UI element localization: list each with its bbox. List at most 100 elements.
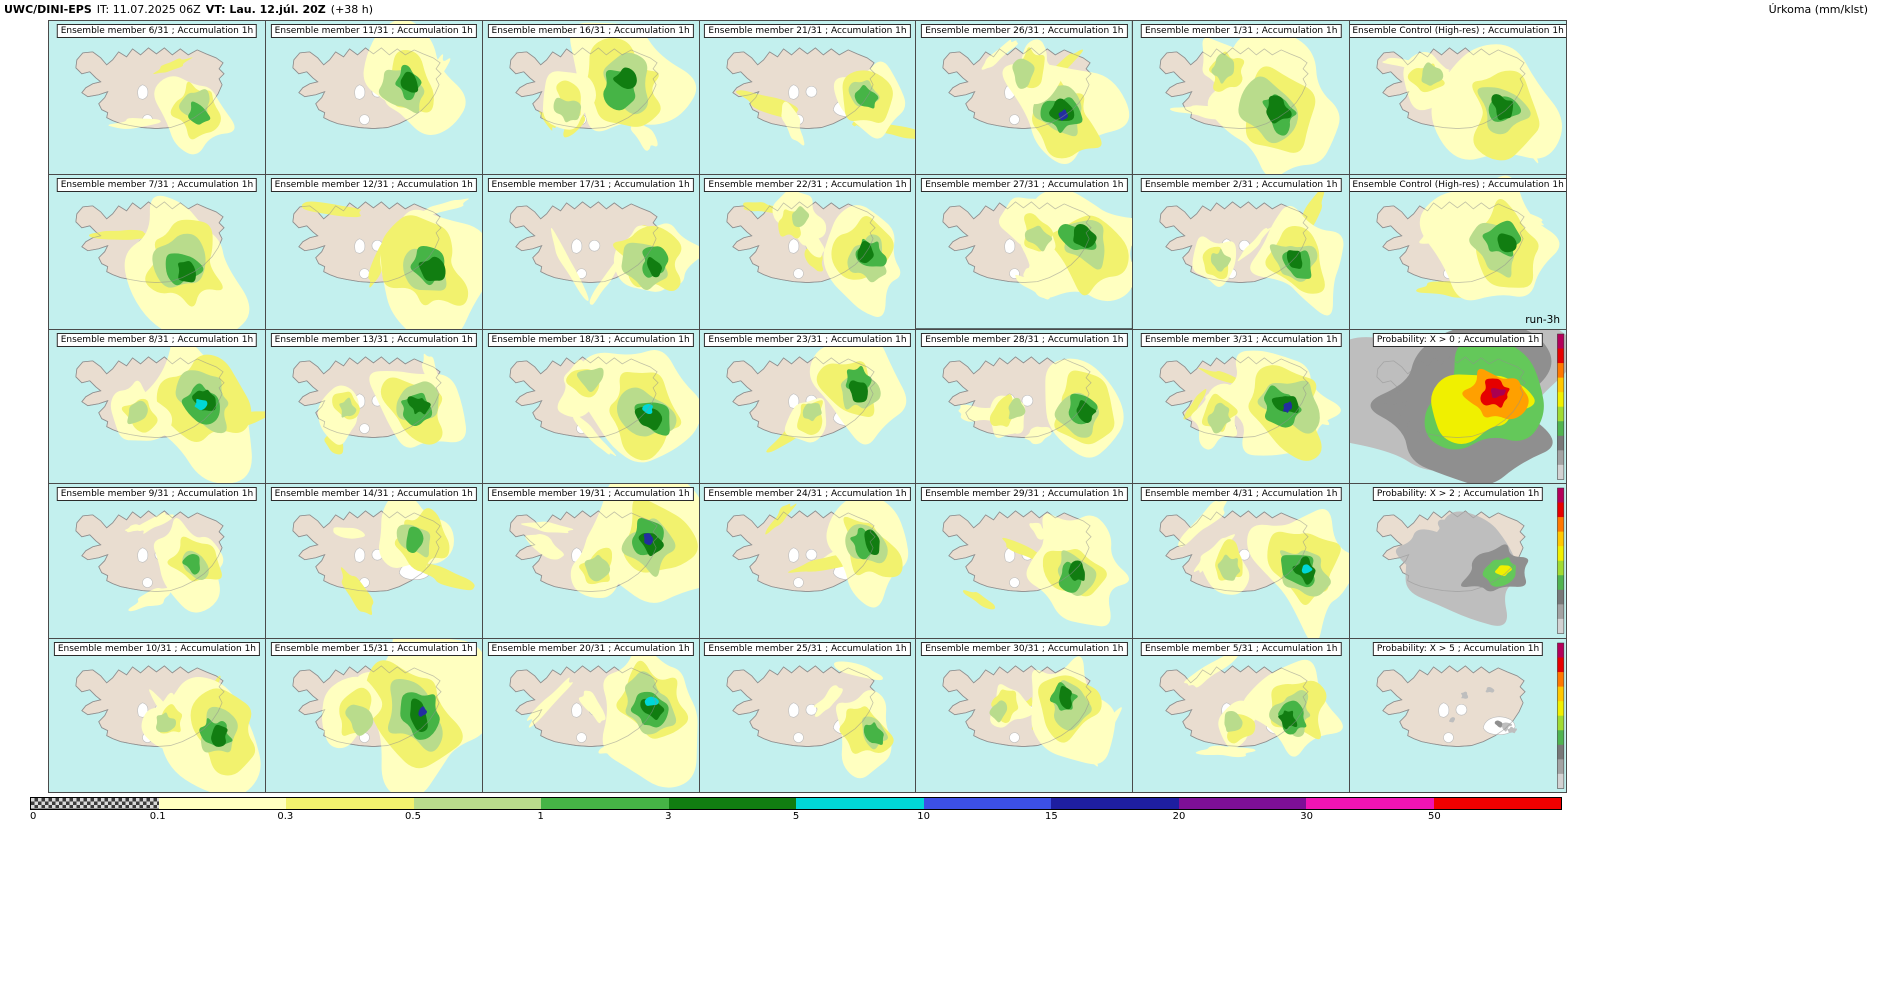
panel-title: Ensemble member 24/31 ; Accumulation 1h — [704, 487, 911, 502]
panel-title: Ensemble member 17/31 ; Accumulation 1h — [487, 178, 694, 193]
ensemble-map-panel[interactable]: Ensemble member 13/31 ; Accumulation 1h — [265, 329, 482, 484]
iceland-map — [1133, 638, 1350, 792]
iceland-map — [699, 484, 916, 638]
panel-title: Ensemble member 22/31 ; Accumulation 1h — [704, 178, 911, 193]
iceland-map — [265, 329, 482, 484]
iceland-map — [699, 21, 916, 175]
iceland-map — [482, 484, 699, 638]
ensemble-map-panel[interactable]: Ensemble member 19/31 ; Accumulation 1h — [482, 484, 699, 638]
legend-segment — [31, 798, 159, 809]
legend-tick: 15 — [1044, 811, 1058, 822]
panel-title: Ensemble member 25/31 ; Accumulation 1h — [704, 641, 911, 656]
iceland-map — [699, 329, 916, 484]
ensemble-map-panel[interactable]: Ensemble member 17/31 ; Accumulation 1h — [482, 175, 699, 329]
panel-title: Ensemble member 14/31 ; Accumulation 1h — [270, 487, 477, 502]
control-map-panel[interactable]: Ensemble Control (High-res) ; Accumulati… — [1350, 21, 1566, 175]
ensemble-map-panel[interactable]: Ensemble member 7/31 ; Accumulation 1h — [49, 175, 265, 329]
legend-tick: 0 — [30, 811, 37, 822]
legend-tick: 30 — [1300, 811, 1314, 822]
probability-panel[interactable]: Probability: X > 0 ; Accumulation 1h — [1350, 329, 1566, 484]
panel-title: Ensemble member 12/31 ; Accumulation 1h — [270, 178, 477, 193]
ensemble-map-panel[interactable]: Ensemble member 28/31 ; Accumulation 1h — [916, 329, 1133, 484]
ensemble-map-panel[interactable]: Ensemble member 14/31 ; Accumulation 1h — [265, 484, 482, 638]
ensemble-map-panel[interactable]: Ensemble member 21/31 ; Accumulation 1h — [699, 21, 916, 175]
iceland-map — [1133, 21, 1350, 175]
iceland-map — [916, 638, 1133, 792]
ensemble-map-panel[interactable]: Ensemble member 11/31 ; Accumulation 1h — [265, 21, 482, 175]
panel-grid: Ensemble member 6/31 ; Accumulation 1h E… — [48, 20, 1567, 793]
ensemble-map-panel[interactable]: Ensemble member 9/31 ; Accumulation 1h — [49, 484, 265, 638]
legend-tick: 0.1 — [149, 811, 166, 822]
ensemble-map-panel[interactable]: Ensemble member 18/31 ; Accumulation 1h — [482, 329, 699, 484]
iceland-map — [49, 484, 265, 638]
valid-time: VT: Lau. 12.júl. 20Z — [205, 3, 326, 16]
iceland-map — [916, 175, 1133, 329]
legend-segment — [541, 798, 669, 809]
probability-panel[interactable]: Probability: X > 5 ; Accumulation 1h — [1350, 638, 1566, 792]
legend-segment — [1178, 798, 1306, 809]
panel-title: Ensemble member 20/31 ; Accumulation 1h — [487, 641, 694, 656]
header-info: UWC/DINI-EPS IT: 11.07.2025 06Z VT: Lau. 1… — [4, 3, 378, 16]
legend-segment — [286, 798, 414, 809]
probability-panel[interactable]: Probability: X > 2 ; Accumulation 1h — [1350, 484, 1566, 638]
panel-title: Ensemble member 15/31 ; Accumulation 1h — [270, 641, 477, 656]
iceland-map — [1133, 329, 1350, 484]
iceland-map — [49, 638, 265, 792]
iceland-map — [1350, 484, 1566, 638]
panel-title: Ensemble member 29/31 ; Accumulation 1h — [921, 487, 1128, 502]
legend-tick: 1 — [537, 811, 544, 822]
ensemble-map-panel[interactable]: Ensemble member 8/31 ; Accumulation 1h — [49, 329, 265, 484]
panel-title: Ensemble member 23/31 ; Accumulation 1h — [704, 332, 911, 347]
iceland-map — [482, 175, 699, 329]
init-time: IT: 11.07.2025 06Z — [96, 3, 201, 16]
ensemble-map-panel[interactable]: Ensemble member 2/31 ; Accumulation 1h — [1133, 175, 1350, 329]
legend-tick: 0.3 — [277, 811, 294, 822]
ensemble-map-panel[interactable]: Ensemble member 15/31 ; Accumulation 1h — [265, 638, 482, 792]
ensemble-map-panel[interactable]: Ensemble member 29/31 ; Accumulation 1h — [916, 484, 1133, 638]
panel-title: Ensemble member 13/31 ; Accumulation 1h — [270, 332, 477, 347]
corner-label: run-3h — [1525, 313, 1560, 326]
ensemble-map-panel[interactable]: Ensemble member 20/31 ; Accumulation 1h — [482, 638, 699, 792]
legend-segment — [413, 798, 541, 809]
ensemble-map-panel[interactable]: Ensemble member 6/31 ; Accumulation 1h — [49, 21, 265, 175]
ensemble-map-panel[interactable]: Ensemble member 5/31 ; Accumulation 1h — [1133, 638, 1350, 792]
panel-title: Ensemble member 10/31 ; Accumulation 1h — [53, 641, 261, 656]
ensemble-map-panel[interactable]: Ensemble member 16/31 ; Accumulation 1h — [482, 21, 699, 175]
iceland-map — [265, 484, 482, 638]
iceland-map — [1350, 175, 1566, 329]
panel-title: Ensemble member 5/31 ; Accumulation 1h — [1140, 641, 1342, 656]
ensemble-map-panel[interactable]: Ensemble member 1/31 ; Accumulation 1h — [1133, 21, 1350, 175]
panel-title: Ensemble member 18/31 ; Accumulation 1h — [487, 332, 694, 347]
ensemble-map-panel[interactable]: Ensemble member 3/31 ; Accumulation 1h — [1133, 329, 1350, 484]
panel-title: Ensemble Control (High-res) ; Accumulati… — [1350, 178, 1566, 193]
panel-title: Ensemble member 21/31 ; Accumulation 1h — [704, 24, 911, 38]
control-map-panel[interactable]: Ensemble Control (High-res) ; Accumulati… — [1350, 175, 1566, 329]
ensemble-map-panel[interactable]: Ensemble member 26/31 ; Accumulation 1h — [916, 21, 1133, 175]
ensemble-map-panel[interactable]: Ensemble member 4/31 ; Accumulation 1h — [1133, 484, 1350, 638]
ensemble-map-panel[interactable]: Ensemble member 10/31 ; Accumulation 1h — [49, 638, 265, 792]
legend-tick: 20 — [1172, 811, 1186, 822]
panel-title: Probability: X > 5 ; Accumulation 1h — [1372, 641, 1544, 656]
ensemble-map-panel[interactable]: Ensemble member 25/31 ; Accumulation 1h — [699, 638, 916, 792]
ensemble-map-panel[interactable]: Ensemble member 24/31 ; Accumulation 1h — [699, 484, 916, 638]
ensemble-map-panel[interactable]: Ensemble member 22/31 ; Accumulation 1h — [699, 175, 916, 329]
panel-title: Ensemble member 7/31 ; Accumulation 1h — [56, 178, 258, 193]
legend-tick: 3 — [665, 811, 672, 822]
legend-segment — [1433, 798, 1561, 809]
panel-title: Probability: X > 0 ; Accumulation 1h — [1372, 332, 1544, 347]
lead-time: (+38 h) — [330, 3, 374, 16]
ensemble-map-panel[interactable]: Ensemble member 27/31 ; Accumulation 1h — [916, 175, 1133, 329]
iceland-map — [916, 484, 1133, 638]
ensemble-map-panel[interactable]: Ensemble member 30/31 ; Accumulation 1h — [916, 638, 1133, 792]
panel-title: Ensemble member 19/31 ; Accumulation 1h — [487, 487, 694, 502]
iceland-map — [265, 638, 482, 792]
iceland-map — [1350, 329, 1566, 484]
iceland-map — [1350, 21, 1566, 175]
ensemble-map-panel[interactable]: Ensemble member 23/31 ; Accumulation 1h — [699, 329, 916, 484]
panel-title: Ensemble member 16/31 ; Accumulation 1h — [487, 24, 694, 38]
colorbar-legend: 0 0.1 0.3 0.5 1 3 5 10 15 20 30 50 — [30, 797, 1562, 825]
panel-title: Ensemble member 30/31 ; Accumulation 1h — [921, 641, 1128, 656]
ensemble-map-panel[interactable]: Ensemble member 12/31 ; Accumulation 1h — [265, 175, 482, 329]
panel-title: Ensemble Control (High-res) ; Accumulati… — [1350, 24, 1566, 38]
legend-tick: 5 — [792, 811, 800, 822]
